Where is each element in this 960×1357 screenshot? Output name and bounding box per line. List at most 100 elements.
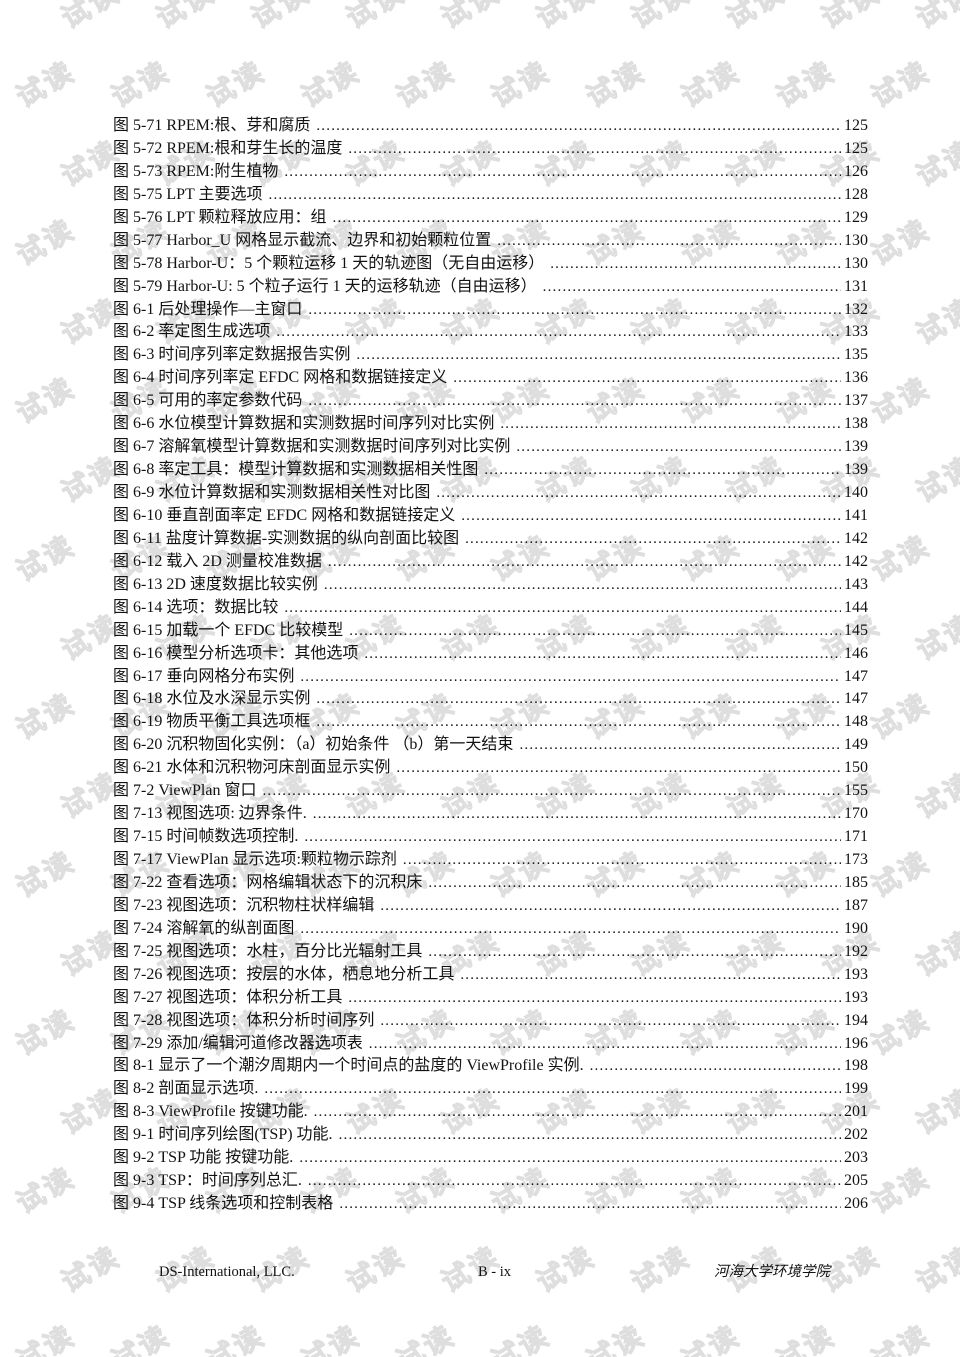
toc-page-number: 199 <box>844 1080 868 1098</box>
toc-entry: 图 5-77 Harbor_U 网格显示截流、边界和初始颗粒位置 130 <box>113 230 868 253</box>
toc-leader-dots <box>461 505 841 528</box>
toc-entry: 图 6-12 载入 2D 测量校准数据 142 <box>113 551 868 574</box>
toc-page-number: 202 <box>844 1126 868 1144</box>
toc-page-number: 138 <box>844 415 868 433</box>
toc-page-number: 203 <box>844 1149 868 1167</box>
toc-page-number: 142 <box>844 529 868 547</box>
toc-page-number: 126 <box>844 162 868 180</box>
toc-entry-label: 图 6-16 模型分析选项卡：其他选项 <box>113 644 359 662</box>
trial-read-watermark: 试读 <box>770 1318 841 1357</box>
toc-page-number: 135 <box>844 346 868 364</box>
toc-page-number: 206 <box>844 1195 868 1213</box>
toc-entry: 图 5-71 RPEM:根、芽和腐质 125 <box>113 115 868 138</box>
toc-page-number: 139 <box>844 461 868 479</box>
trial-read-watermark: 试读 <box>910 0 960 36</box>
toc-leader-dots <box>339 1193 841 1216</box>
toc-entry-label: 图 9-2 TSP 功能 按键功能. <box>113 1149 294 1167</box>
toc-entry: 图 5-79 Harbor-U: 5 个粒子运行 1 天的运移轨迹（自由运移） … <box>113 276 868 299</box>
toc-page-number: 190 <box>844 919 868 937</box>
toc-entry: 图 6-14 选项：数据比较 144 <box>113 597 868 620</box>
toc-leader-dots <box>396 757 841 780</box>
toc-page-number: 193 <box>844 965 868 983</box>
trial-read-watermark: 试读 <box>200 1318 271 1357</box>
toc-leader-dots <box>269 184 842 207</box>
toc-leader-dots <box>500 413 841 436</box>
trial-read-watermark: 试读 <box>910 449 960 510</box>
toc-page-number: 125 <box>844 117 868 134</box>
toc-entry-label: 图 8-3 ViewProfile 按键功能. <box>113 1103 308 1121</box>
toc-page-number: 144 <box>844 598 868 616</box>
toc-entry: 图 6-4 时间序列率定 EFDC 网格和数据链接定义 136 <box>113 367 868 390</box>
toc-leader-dots <box>543 276 841 299</box>
toc-entry-label: 图 9-1 时间序列绘图(TSP) 功能. <box>113 1126 333 1144</box>
toc-entry: 图 6-5 可用的率定参数代码 137 <box>113 390 868 413</box>
toc-entry-label: 图 7-23 视图选项：沉积物柱状样编辑 <box>113 896 375 914</box>
toc-leader-dots <box>380 895 841 918</box>
trial-read-watermark: 试读 <box>200 54 271 115</box>
trial-read-watermark: 试读 <box>55 0 126 36</box>
toc-entry: 图 7-2 ViewPlan 窗口 155 <box>113 780 868 803</box>
toc-leader-dots <box>453 367 841 390</box>
trial-read-watermark: 试读 <box>910 1239 960 1300</box>
toc-entry-label: 图 5-75 LPT 主要选项 <box>113 185 263 203</box>
toc-entry-label: 图 8-1 显示了一个潮汐周期内一个时间点的盐度的 ViewProfile 实例… <box>113 1057 584 1075</box>
toc-entry: 图 6-11 盐度计算数据-实测数据的纵向剖面比较图 142 <box>113 528 868 551</box>
toc-entry-label: 图 7-24 溶解氧的纵剖面图 <box>113 919 295 937</box>
toc-leader-dots <box>262 780 841 803</box>
toc-entry-label: 图 6-9 水位计算数据和实测数据相关性对比图 <box>113 484 431 501</box>
trial-read-watermark: 试读 <box>865 686 936 747</box>
toc-entry: 图 7-28 视图选项：体积分析时间序列 194 <box>113 1010 868 1033</box>
toc-leader-dots <box>497 230 841 253</box>
toc-page-number: 137 <box>844 392 868 410</box>
toc-entry: 图 6-8 率定工具：模型计算数据和实测数据相关性图 139 <box>113 459 868 482</box>
toc-entry-label: 图 5-76 LPT 颗粒释放应用：组 <box>113 208 327 226</box>
toc-entry-label: 图 6-12 载入 2D 测量校准数据 <box>113 552 322 570</box>
toc-page-number: 147 <box>844 690 868 708</box>
toc-entry: 图 5-75 LPT 主要选项 128 <box>113 184 868 207</box>
toc-page-number: 130 <box>844 254 868 272</box>
toc-page-number: 129 <box>844 208 868 226</box>
toc-entry-label: 图 5-77 Harbor_U 网格显示截流、边界和初始颗粒位置 <box>113 231 492 249</box>
trial-read-watermark: 试读 <box>390 54 461 115</box>
toc-entry-label: 图 7-22 查看选项：网格编辑状态下的沉积床 <box>113 873 423 891</box>
trial-read-watermark: 试读 <box>105 54 176 115</box>
toc-entry-label: 图 6-3 时间序列率定数据报告实例 <box>113 346 351 364</box>
toc-leader-dots <box>316 115 841 138</box>
footer: DS-International, LLC. B - ix 河海大学环境学院 <box>113 1260 868 1281</box>
trial-read-watermark: 试读 <box>10 528 81 589</box>
toc-entry-label: 图 5-71 RPEM:根、芽和腐质 <box>113 117 311 134</box>
toc-entry: 图 6-20 沉积物固化实例：（a）初始条件 （b）第一天结束 149 <box>113 734 868 757</box>
toc-page-number: 150 <box>844 759 868 777</box>
trial-read-watermark: 试读 <box>10 370 81 431</box>
toc-leader-dots <box>428 872 841 895</box>
toc-leader-dots <box>300 918 841 941</box>
trial-read-watermark: 试读 <box>295 54 366 115</box>
toc-entry-label: 图 5-73 RPEM:附生植物 <box>113 162 279 180</box>
toc-leader-dots <box>300 666 841 689</box>
trial-read-watermark: 试读 <box>245 0 316 36</box>
toc-leader-dots <box>364 643 841 666</box>
trial-read-watermark: 试读 <box>10 844 81 905</box>
toc-entry: 图 6-19 物质平衡工具选项框 148 <box>113 711 868 734</box>
toc-page-number: 146 <box>844 644 868 662</box>
toc-page-number: 196 <box>844 1034 868 1052</box>
trial-read-watermark: 试读 <box>720 0 791 36</box>
toc-entry-label: 图 7-29 添加/编辑河道修改器选项表 <box>113 1034 363 1052</box>
toc-page-number: 139 <box>844 438 868 456</box>
toc-entry: 图 7-13 视图选项: 边界条件. 170 <box>113 803 868 826</box>
toc-entry-label: 图 6-17 垂向网格分布实例 <box>113 667 295 685</box>
trial-read-watermark: 试读 <box>865 1002 936 1063</box>
toc-entry: 图 7-27 视图选项：体积分析工具 193 <box>113 987 868 1010</box>
toc-page-number: 205 <box>844 1172 868 1190</box>
toc-entry: 图 6-15 加载一个 EFDC 比较模型 145 <box>113 620 868 643</box>
toc-entry-label: 图 5-78 Harbor-U：5 个颗粒运移 1 天的轨迹图（无自由运移） <box>113 254 545 272</box>
toc-entry-label: 图 6-7 溶解氧模型计算数据和实测数据时间序列对比实例 <box>113 438 511 456</box>
toc-leader-dots <box>299 1147 841 1170</box>
toc-leader-dots <box>308 299 841 322</box>
toc-leader-dots <box>264 1078 841 1101</box>
toc-entry: 图 8-2 剖面显示选项. 199 <box>113 1078 868 1101</box>
toc-entry-label: 图 5-79 Harbor-U: 5 个粒子运行 1 天的运移轨迹（自由运移） <box>113 277 537 295</box>
trial-read-watermark: 试读 <box>770 54 841 115</box>
toc-page-number: 133 <box>844 323 868 341</box>
toc-entry-label: 图 8-2 剖面显示选项. <box>113 1080 259 1098</box>
